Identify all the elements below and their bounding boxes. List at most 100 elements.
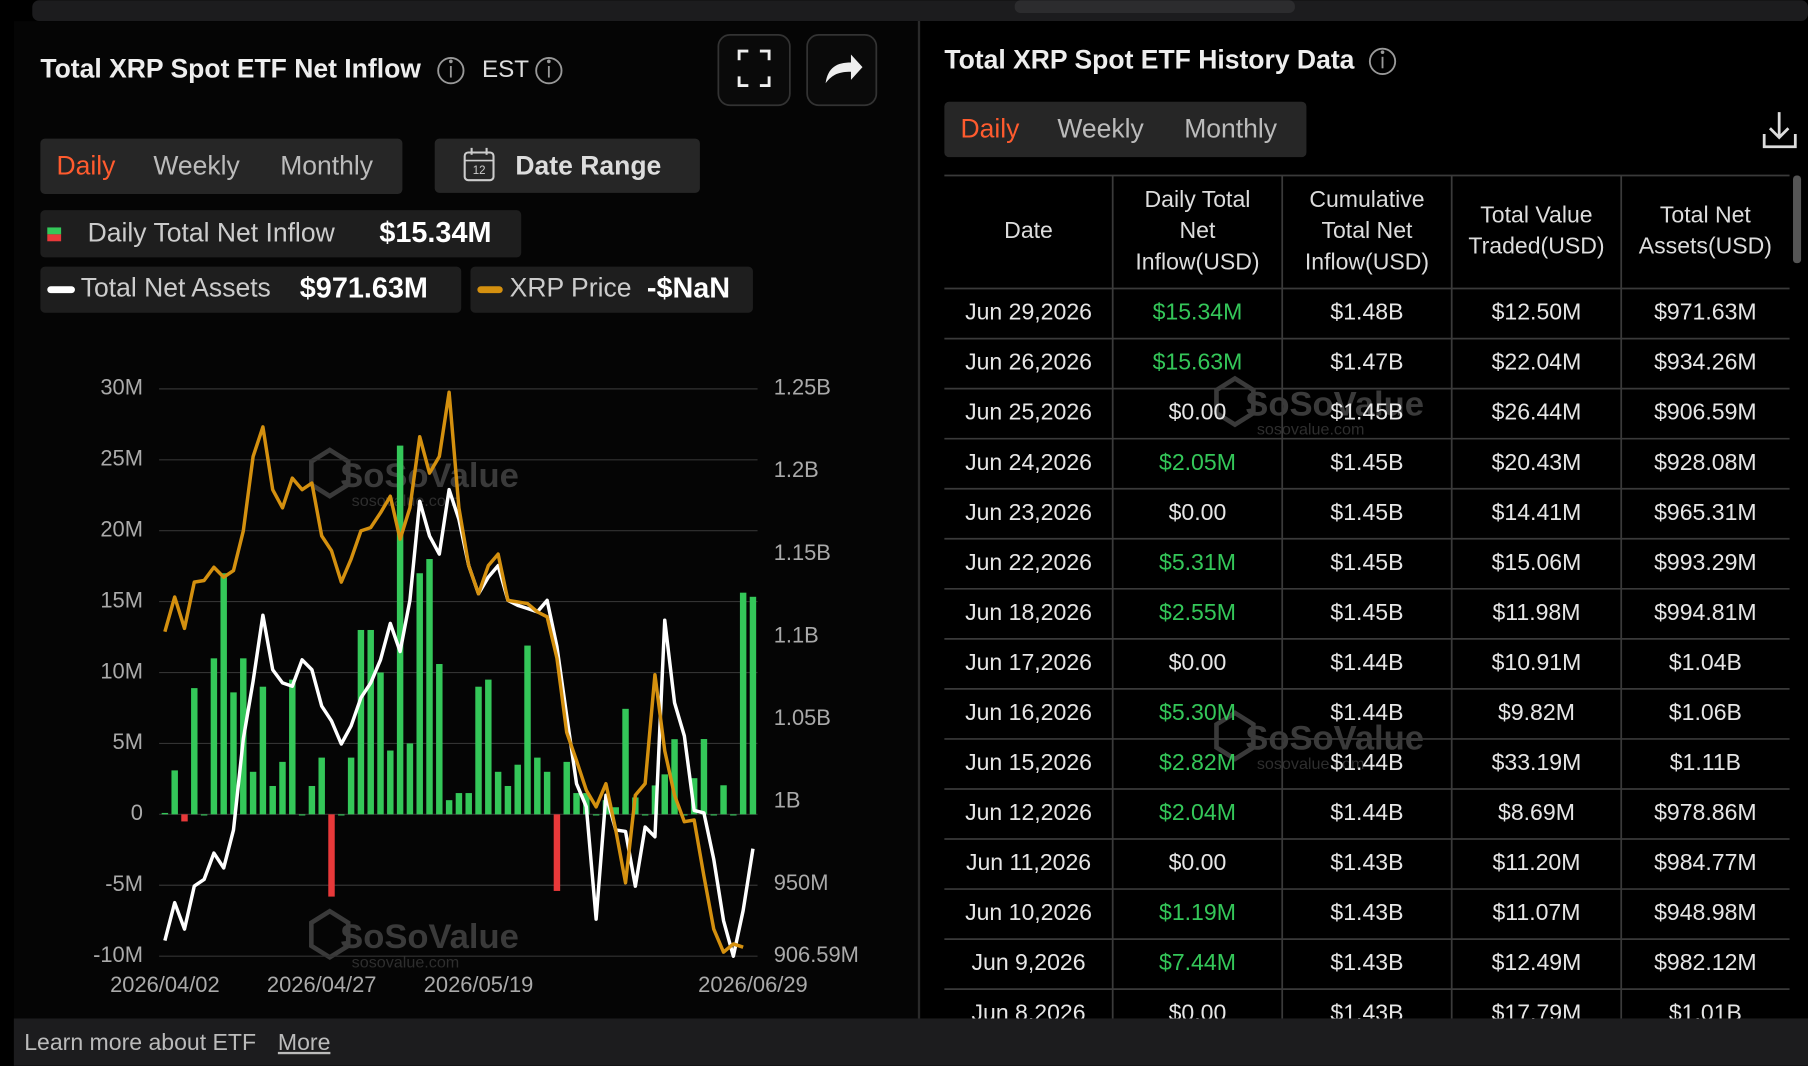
table-cell: Jun 18,2026 [965,599,1092,625]
table-cell: Jun 8,2026 [971,999,1085,1025]
legend-label: XRP Price [510,273,632,303]
y2-tick-label: 1.15B [774,540,831,565]
bar [210,658,218,815]
y-tick-label: 10M [100,658,143,683]
table-cell: $1.45B [1330,549,1403,575]
date-range-label[interactable]: Date Range [515,150,661,180]
table-cell: $12.50M [1492,299,1582,325]
table-cell: $20.43M [1492,449,1582,475]
table-cell: $934.26M [1654,349,1757,375]
scrollbar[interactable] [1793,175,1802,264]
share-button[interactable] [806,34,878,107]
bar [524,645,531,815]
table-cell: $1.44B [1330,649,1403,675]
table-cell: $906.59M [1654,399,1757,425]
bar [661,774,668,815]
table-cell: $1.04B [1669,649,1742,675]
bar [367,629,374,815]
table-cell: $5.31M [1159,549,1236,575]
tab-monthly[interactable]: Monthly [280,150,374,180]
table-cell: $10.91M [1492,649,1582,675]
table-cell: $993.29M [1654,549,1757,575]
bar [573,793,580,815]
download-button[interactable] [1762,112,1797,149]
fullscreen-button[interactable] [717,34,791,107]
table-cell: $1.06B [1669,699,1742,725]
table-header: Total Net [1321,217,1413,243]
table-header: Traded(USD) [1468,233,1604,259]
watermark: SoSoValue [1245,385,1424,423]
y2-tick-label: 1.2B [774,457,819,482]
bar [377,672,384,815]
tab-monthly[interactable]: Monthly [1184,114,1278,144]
y-tick-label: -5M [105,871,143,896]
table-cell: $1.48B [1330,299,1403,325]
tab-weekly[interactable]: Weekly [1057,114,1144,144]
table-cell: $14.41M [1492,499,1582,525]
table-cell: Jun 17,2026 [965,649,1092,675]
table-cell: $1.43B [1330,899,1403,925]
table-cell: $8.69M [1498,799,1575,825]
legend-icon [47,234,62,242]
info-icon[interactable] [437,57,465,85]
table-cell: $11.98M [1492,599,1580,625]
table-cell: $12.49M [1492,949,1582,975]
legend-chip [40,266,462,313]
tab-daily[interactable]: Daily [961,114,1021,144]
table-cell: Jun 29,2026 [965,299,1092,325]
table-header: Assets(USD) [1639,233,1772,259]
bar [181,814,188,822]
bar [318,757,325,815]
table-cell: $1.01B [1669,999,1742,1025]
table-header: Total Value [1480,202,1592,228]
bar [730,814,737,816]
bar [230,692,237,815]
watermark: SoSoValue [340,918,519,956]
table-cell: $1.45B [1330,599,1403,625]
table-cell: Jun 26,2026 [965,349,1092,375]
bar [347,757,355,815]
info-icon[interactable] [1368,47,1397,76]
bar [161,812,169,815]
table-cell: $15.06M [1492,549,1582,575]
tab-daily[interactable]: Daily [57,150,117,180]
footer-link[interactable]: More [278,1029,331,1055]
chart-title: Total XRP Spot ETF Net Inflow [40,54,421,84]
watermark: sosovalue.com [352,492,460,510]
date-range-button[interactable]: 12 [434,138,700,193]
tab-weekly[interactable]: Weekly [153,150,240,180]
y-tick-label: -10M [93,942,143,967]
tab-group [944,101,1307,158]
bar [298,814,306,816]
y-tick-label: 5M [113,729,143,754]
table-cell: $15.34M [1153,299,1243,325]
x-tick-label: 2026/06/29 [698,972,808,997]
table-cell: Jun 16,2026 [965,699,1092,725]
watermark: sosovalue.com [1257,421,1365,439]
bar [534,757,541,815]
bar [739,592,747,815]
bar [543,771,551,815]
y-tick-label: 20M [100,516,143,541]
legend-chip [40,210,522,258]
table-cell: $11.20M [1492,849,1580,875]
table-header: Net [1180,217,1216,243]
plot: SoSoValuesosovalue.comSoSoValuesosovalue… [93,375,859,997]
bar [259,686,267,815]
table-cell: $2.82M [1159,749,1236,775]
legend-value: $971.63M [300,272,428,304]
legend-chip [470,266,753,313]
bar [465,793,472,815]
bar [455,793,463,815]
tab-group [40,138,403,194]
bar [485,679,492,815]
table-cell: $1.45B [1330,499,1403,525]
bar [396,445,404,815]
table-cell: $26.44M [1492,399,1582,425]
table-header: Cumulative [1309,186,1424,212]
bar [622,708,629,815]
info-icon[interactable] [535,57,563,85]
y-tick-label: 30M [100,375,143,400]
table-cell: Jun 25,2026 [965,399,1092,425]
